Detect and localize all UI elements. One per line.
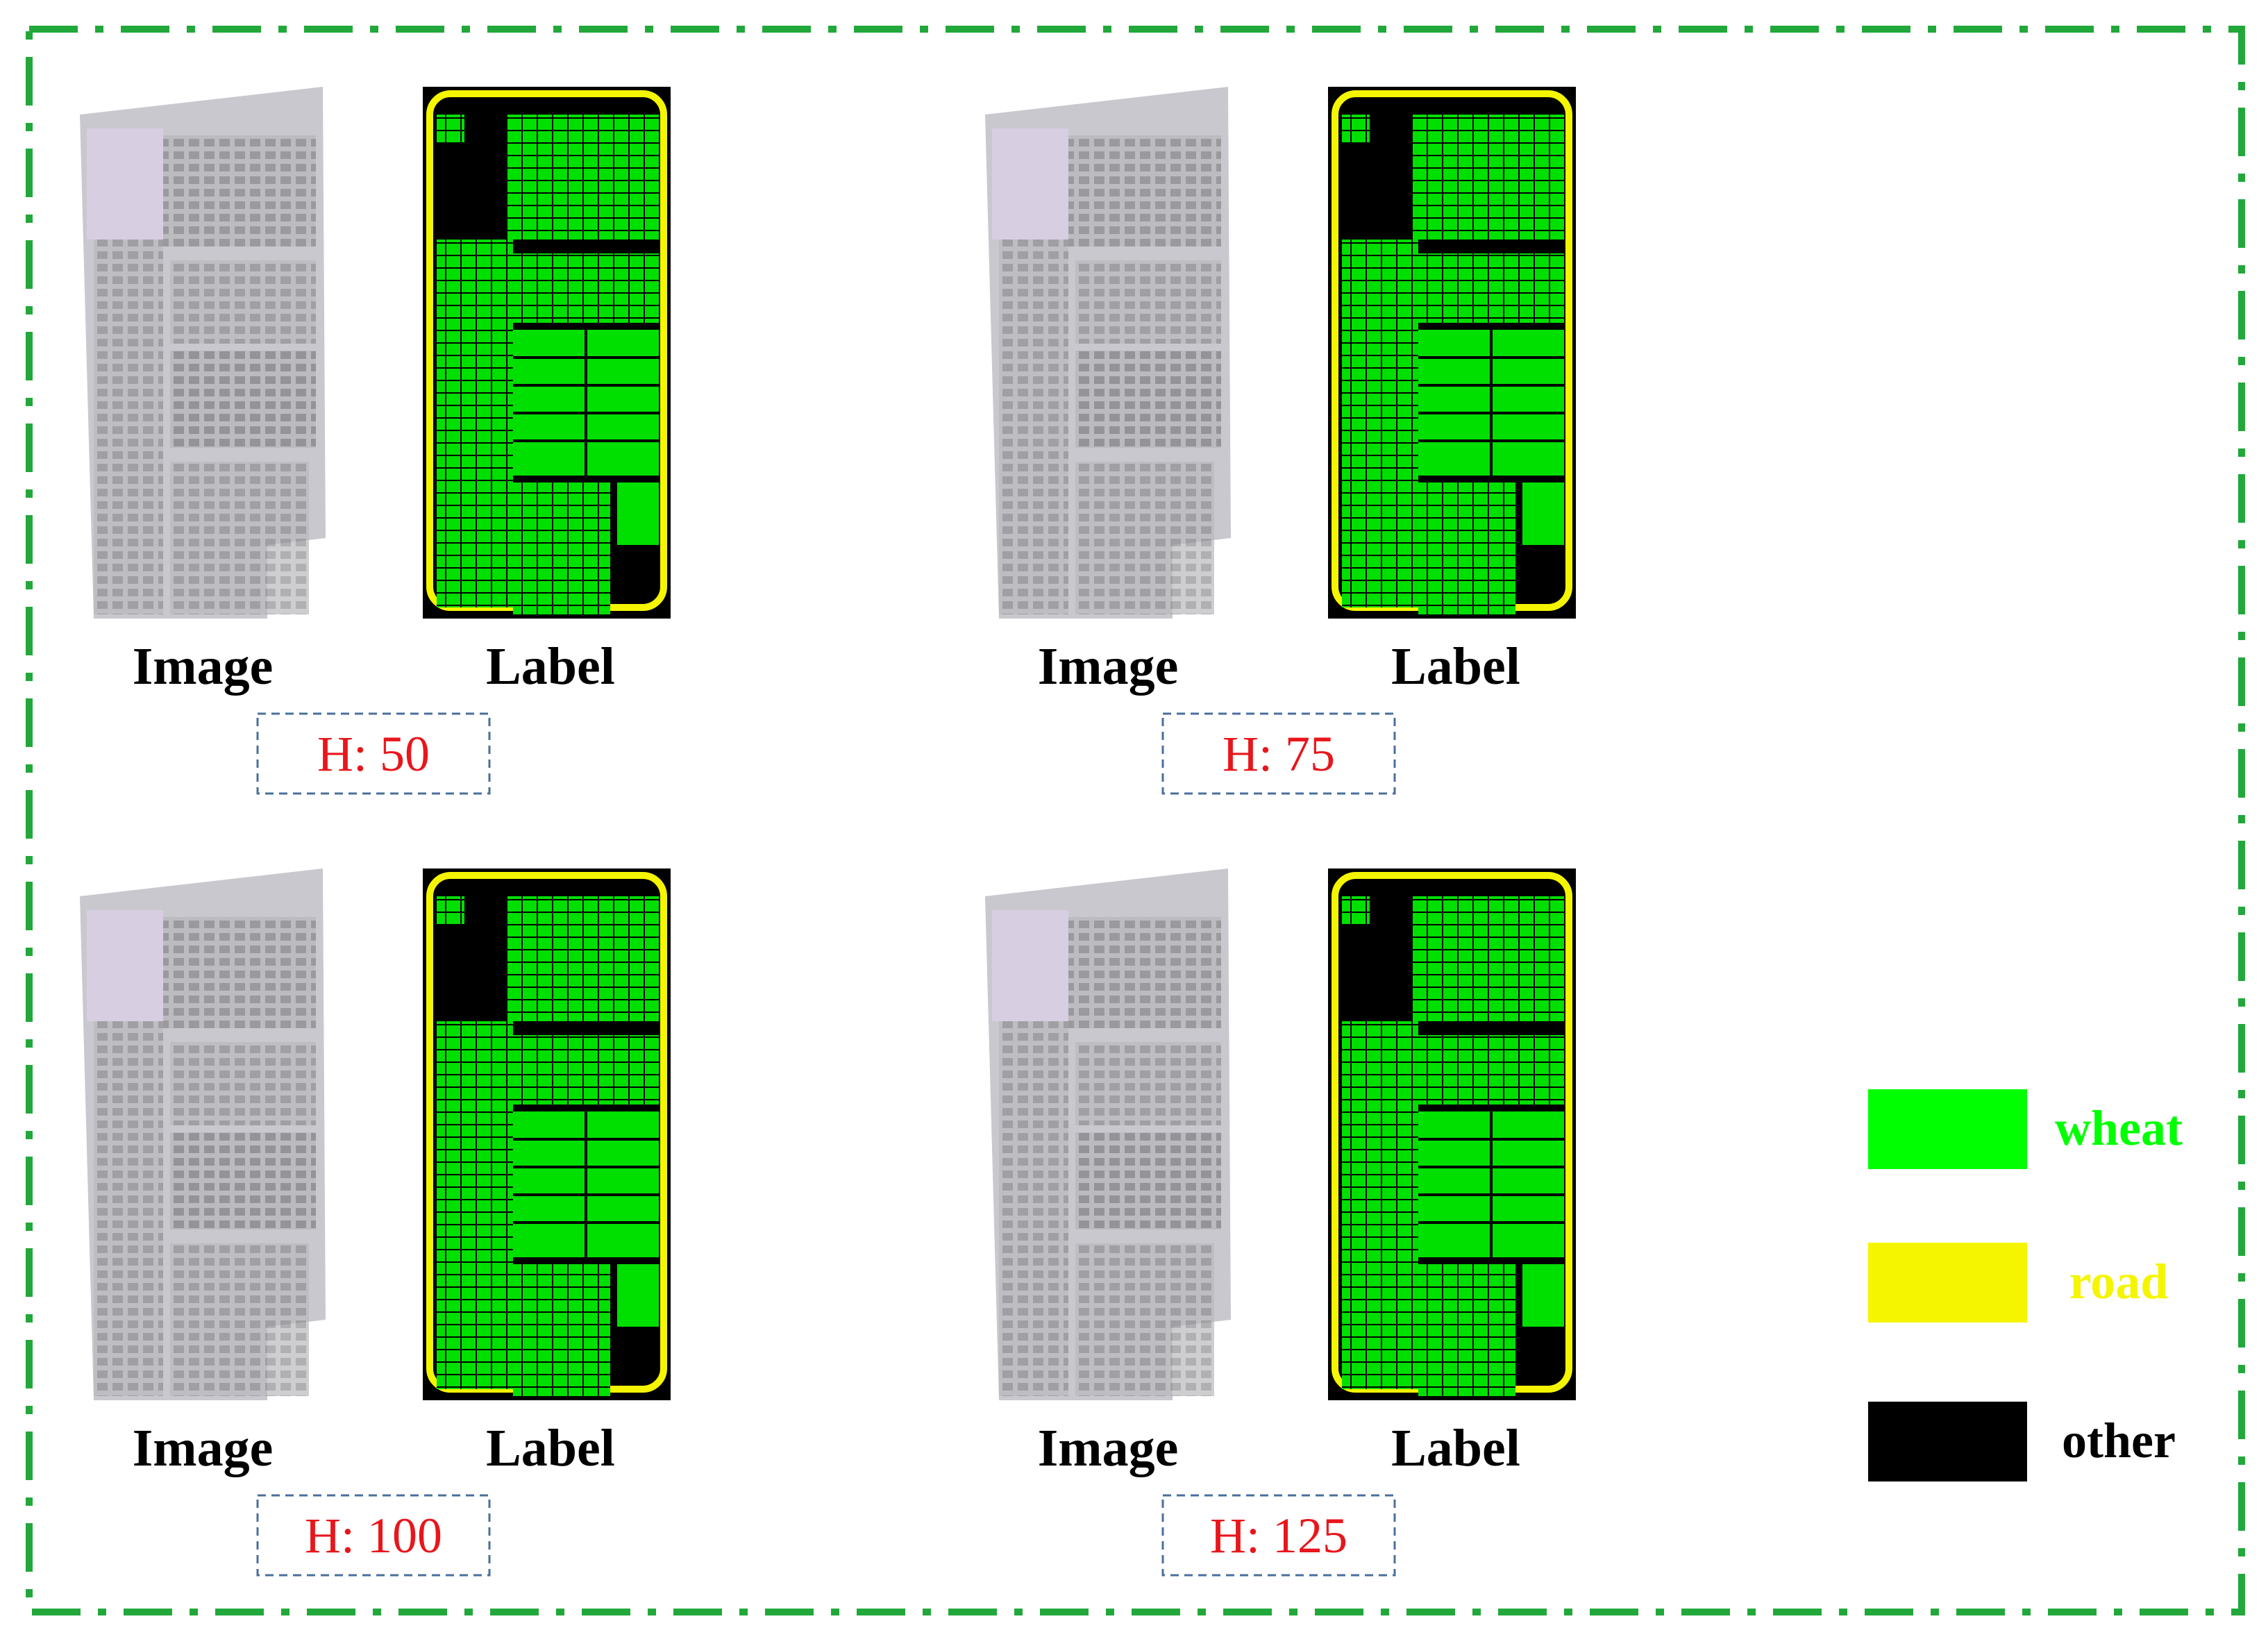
height-label: H: 50 (317, 726, 430, 782)
height-box (256, 1494, 491, 1577)
aerial-image (80, 868, 326, 1400)
height-label: H: 75 (1223, 726, 1335, 782)
label-map (423, 868, 671, 1400)
height-box (1161, 712, 1396, 795)
legend-label: wheat (2055, 1100, 2183, 1156)
label-map (1328, 87, 1576, 619)
legend-swatch (1868, 1089, 2027, 1169)
legend-label: other (2062, 1413, 2176, 1468)
label-caption: Label (486, 1419, 615, 1477)
aerial-image (985, 868, 1231, 1400)
frame (26, 26, 2245, 1615)
image-caption: Image (1038, 637, 1179, 696)
image-caption: Image (133, 637, 274, 696)
label-caption: Label (1391, 1419, 1520, 1477)
image-caption: Image (133, 1419, 274, 1477)
label-caption: Label (486, 637, 615, 696)
image-caption: Image (1038, 1419, 1179, 1477)
aerial-image (80, 87, 326, 619)
legend-label: road (2069, 1254, 2169, 1309)
label-caption: Label (1391, 637, 1520, 696)
height-box (256, 712, 491, 795)
legend-swatch (1868, 1243, 2027, 1323)
label-map (423, 87, 671, 619)
legend-swatch (1868, 1402, 2027, 1481)
height-box (1161, 1494, 1396, 1577)
aerial-image (985, 87, 1231, 619)
height-label: H: 100 (305, 1508, 442, 1563)
label-map (1328, 868, 1576, 1400)
height-label: H: 125 (1210, 1508, 1347, 1563)
